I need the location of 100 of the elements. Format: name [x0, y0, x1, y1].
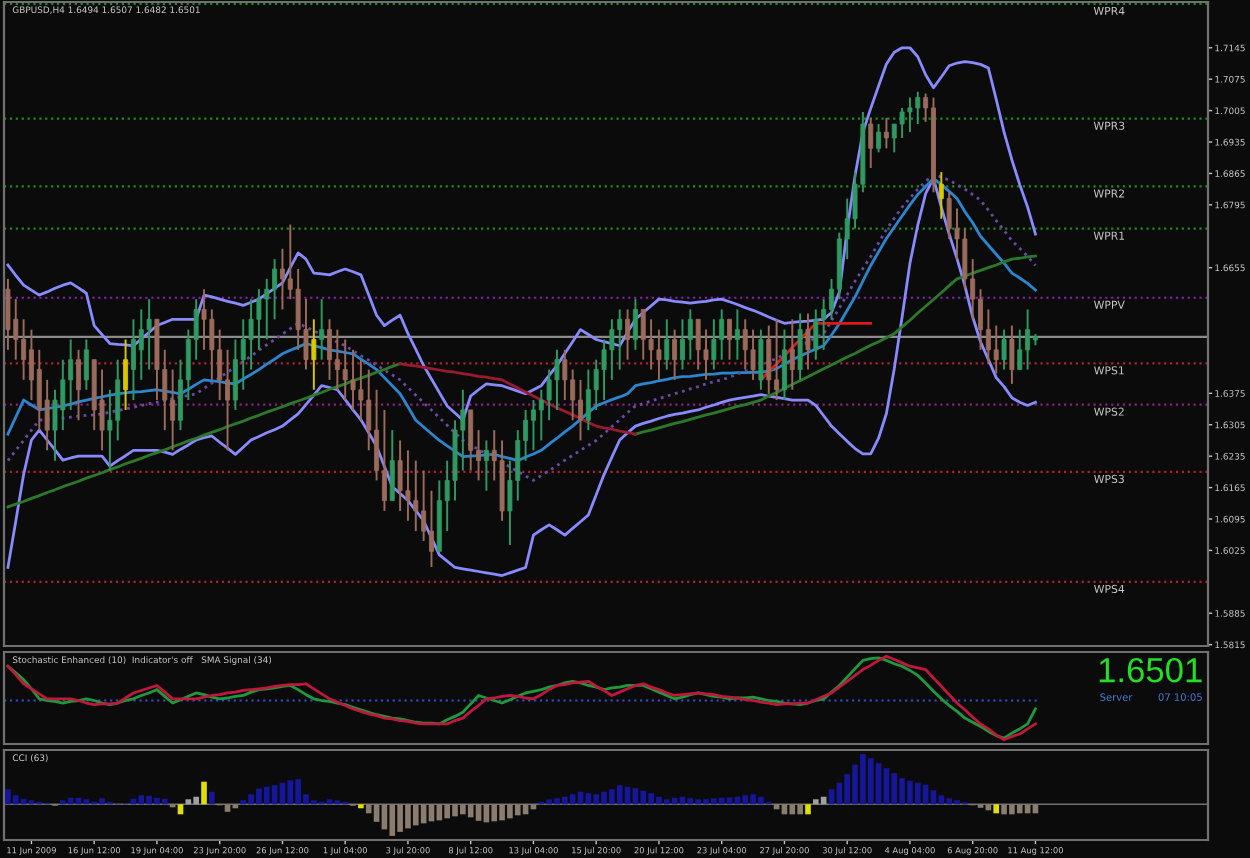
bar [695, 799, 701, 805]
candlestick [381, 408, 387, 512]
candlestick [617, 308, 623, 371]
candlestick [60, 358, 66, 432]
bar [899, 778, 905, 805]
bar [656, 796, 662, 805]
bar [711, 798, 717, 805]
candlestick [146, 298, 152, 371]
candlestick [319, 298, 325, 361]
candlestick [83, 338, 89, 391]
candlestick [554, 348, 560, 411]
candlestick [727, 318, 732, 361]
candlestick [656, 328, 662, 381]
candlestick [405, 449, 411, 522]
bar [397, 804, 403, 832]
bar [812, 799, 819, 805]
bar [687, 798, 694, 805]
candlestick [1017, 328, 1023, 371]
bar [412, 804, 419, 826]
bar [248, 794, 254, 805]
bar [12, 795, 19, 805]
candlestick [868, 116, 874, 170]
candlestick [672, 328, 678, 381]
bar [154, 797, 160, 805]
bar [224, 804, 231, 812]
bar [460, 804, 466, 815]
bar [648, 793, 654, 805]
bar [891, 773, 898, 805]
candlestick [256, 288, 262, 351]
text: 1.6501 [1099, 657, 1202, 683]
candlestick [883, 116, 889, 150]
candlestick [76, 348, 81, 422]
bar [718, 797, 725, 805]
candlestick [36, 348, 42, 432]
candlestick [1009, 324, 1015, 385]
bar [867, 758, 874, 805]
bar [546, 799, 552, 805]
bar [146, 795, 152, 805]
candlestick [946, 191, 952, 240]
bar [389, 804, 396, 836]
bar [405, 804, 411, 829]
candlestick [413, 459, 419, 533]
bar [703, 799, 709, 805]
candlestick [21, 318, 27, 381]
bar [609, 789, 615, 805]
bar [193, 796, 199, 805]
candlestick [279, 247, 285, 311]
candlestick [397, 439, 403, 512]
candlestick [138, 308, 144, 381]
bar [860, 754, 866, 805]
candlestick [899, 106, 905, 139]
candlestick [797, 312, 803, 381]
candlestick [805, 312, 811, 371]
bar [287, 780, 294, 805]
bar [499, 804, 505, 821]
candlestick [1001, 328, 1007, 371]
candlestick [389, 429, 395, 502]
candlestick [789, 318, 795, 391]
candlestick [938, 171, 944, 220]
bar [1009, 804, 1015, 815]
candlestick [609, 318, 615, 381]
bar [467, 804, 474, 818]
candlestick [625, 308, 631, 361]
candlestick [758, 328, 764, 391]
candlestick [68, 338, 74, 411]
candlestick [907, 96, 913, 134]
bar [616, 785, 623, 805]
bar [263, 786, 270, 805]
candlestick [585, 368, 591, 432]
bar [805, 804, 811, 815]
bar [758, 796, 764, 805]
candlestick [711, 318, 717, 371]
bar [201, 781, 207, 805]
candlestick [750, 328, 756, 381]
candlestick [272, 258, 278, 321]
bar [640, 790, 647, 805]
candlestick [687, 308, 693, 361]
bar [475, 804, 482, 821]
candlestick [664, 318, 670, 371]
bar [797, 804, 803, 815]
candlestick [311, 318, 317, 391]
bar [663, 799, 670, 805]
bar [1001, 804, 1007, 815]
candlestick [334, 328, 340, 391]
candlestick [766, 324, 772, 395]
candlestick [468, 408, 474, 472]
line-series [398, 362, 637, 436]
candlestick [915, 90, 921, 126]
candlestick [248, 298, 254, 371]
candlestick [695, 318, 701, 371]
candlestick [993, 324, 999, 375]
bar [993, 804, 1000, 814]
bar [295, 779, 301, 805]
bar [789, 804, 796, 815]
bar [593, 794, 600, 805]
candlestick [640, 308, 646, 361]
bar [554, 798, 560, 805]
bar [138, 795, 145, 805]
bar [161, 798, 168, 805]
candlestick [5, 277, 11, 351]
